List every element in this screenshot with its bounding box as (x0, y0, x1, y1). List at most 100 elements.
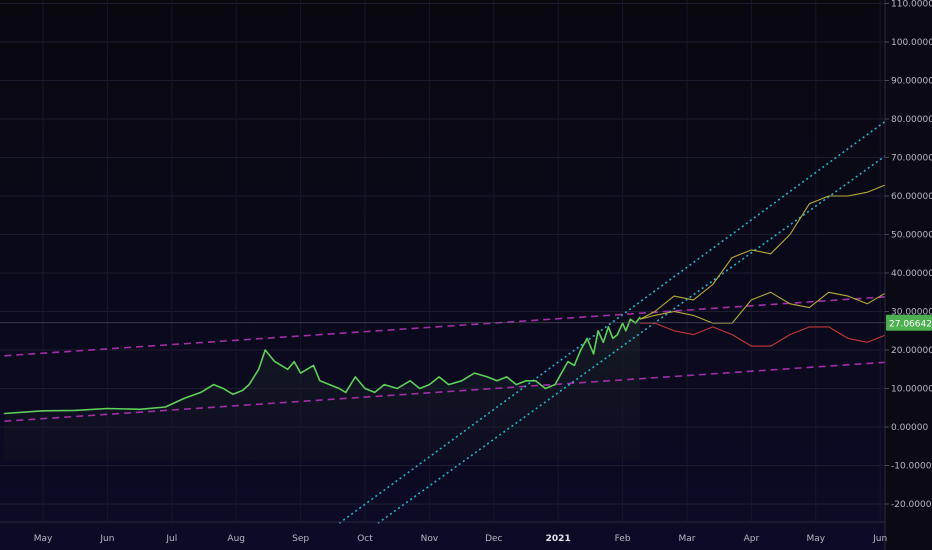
price-point (287, 368, 289, 370)
price-point (374, 391, 376, 393)
x-tick-label: Dec (485, 534, 502, 544)
x-tick-label: May (806, 534, 825, 544)
price-point (602, 341, 604, 343)
projection-upper-line[interactable] (639, 180, 894, 320)
last-price-badge (886, 314, 932, 331)
price-point (612, 337, 614, 340)
price-point (300, 372, 302, 374)
price-point (338, 387, 340, 390)
price-line[interactable] (4, 316, 641, 415)
x-tick-label: Mar (679, 534, 696, 544)
price-point (280, 364, 282, 366)
price-point (293, 360, 295, 363)
price-point (593, 353, 595, 355)
price-point (616, 334, 619, 336)
price-point (258, 368, 260, 370)
y-tick-label: 40.00000 (891, 269, 932, 279)
x-tick-label: Nov (421, 534, 439, 544)
price-point (597, 330, 599, 332)
trend-channel-line-1[interactable] (4, 360, 897, 423)
price-point (428, 384, 430, 386)
price-point (306, 368, 308, 370)
projection-lower-line[interactable] (640, 322, 894, 347)
price-point (438, 376, 440, 378)
trend-channel-line-0[interactable] (4, 295, 897, 357)
price-point (544, 387, 546, 390)
price-point (222, 387, 224, 390)
x-tick-label: Jun (99, 534, 114, 544)
y-axis-panel[interactable] (885, 0, 932, 550)
price-area-fill (4, 317, 640, 460)
price-point (473, 372, 476, 374)
x-tick-label: Feb (615, 534, 631, 544)
price-point (312, 364, 315, 366)
price-point (607, 326, 610, 328)
price-point (42, 410, 44, 412)
x-tick-label: 2021 (546, 534, 571, 544)
price-point (319, 380, 321, 382)
x-tick-label: May (34, 534, 53, 544)
price-point (506, 376, 508, 378)
x-tick-label: Sep (292, 534, 309, 544)
price-point (274, 360, 276, 363)
x-tick-label: Aug (227, 534, 245, 544)
x-tick-label: Apr (744, 534, 760, 544)
price-point (383, 384, 385, 386)
price-point (106, 407, 108, 410)
y-tick-label: 0.00000 (891, 423, 928, 433)
price-point (184, 397, 186, 399)
price-point (461, 380, 463, 382)
y-tick-label: 60.00000 (891, 192, 932, 202)
price-point (580, 349, 582, 351)
price-point (328, 384, 331, 386)
price-point (535, 380, 537, 382)
price-point (242, 389, 244, 392)
x-tick-label: Jun (872, 534, 887, 544)
price-point (3, 412, 5, 415)
price-point (639, 316, 641, 318)
price-point (525, 380, 527, 382)
price-point (264, 349, 266, 351)
price-point (248, 384, 250, 386)
y-tick-label: 70.00000 (891, 154, 932, 164)
price-point (345, 391, 347, 393)
dotted-channel-line-3[interactable] (377, 147, 897, 524)
price-point (448, 384, 450, 386)
price-point (496, 380, 498, 382)
y-tick-label: 50.00000 (891, 231, 932, 241)
price-point (74, 409, 76, 412)
price-point (629, 318, 631, 320)
y-tick-label: -10.00000 (891, 462, 932, 472)
x-tick-label: Jul (165, 534, 177, 544)
y-tick-label: 30.00000 (891, 308, 932, 318)
x-tick-label: Oct (357, 534, 373, 544)
price-point (364, 387, 366, 390)
price-point (560, 372, 563, 374)
y-tick-label: 10.00000 (891, 385, 932, 395)
price-point (354, 376, 356, 378)
y-tick-label: 110.00000 (891, 0, 932, 10)
y-tick-label: 90.00000 (891, 77, 932, 87)
price-point (573, 364, 575, 366)
price-point (409, 380, 411, 382)
projection-mid-line[interactable] (639, 287, 894, 324)
y-tick-label: 100.00000 (891, 38, 932, 48)
price-point (625, 330, 627, 332)
price-point (419, 387, 421, 390)
dotted-channel-line-2[interactable] (338, 112, 897, 524)
price-point (586, 337, 588, 340)
last-price-label: 27.06642 (889, 319, 932, 329)
price-point (139, 408, 141, 410)
price-point (486, 376, 488, 378)
price-point (232, 393, 234, 395)
price-point (515, 384, 517, 386)
price-point (200, 391, 202, 393)
price-point (554, 384, 556, 386)
y-tick-label: -20.00000 (891, 500, 932, 510)
price-point (396, 387, 398, 390)
price-point (164, 406, 166, 408)
price-point (567, 360, 569, 363)
price-point (213, 384, 215, 386)
